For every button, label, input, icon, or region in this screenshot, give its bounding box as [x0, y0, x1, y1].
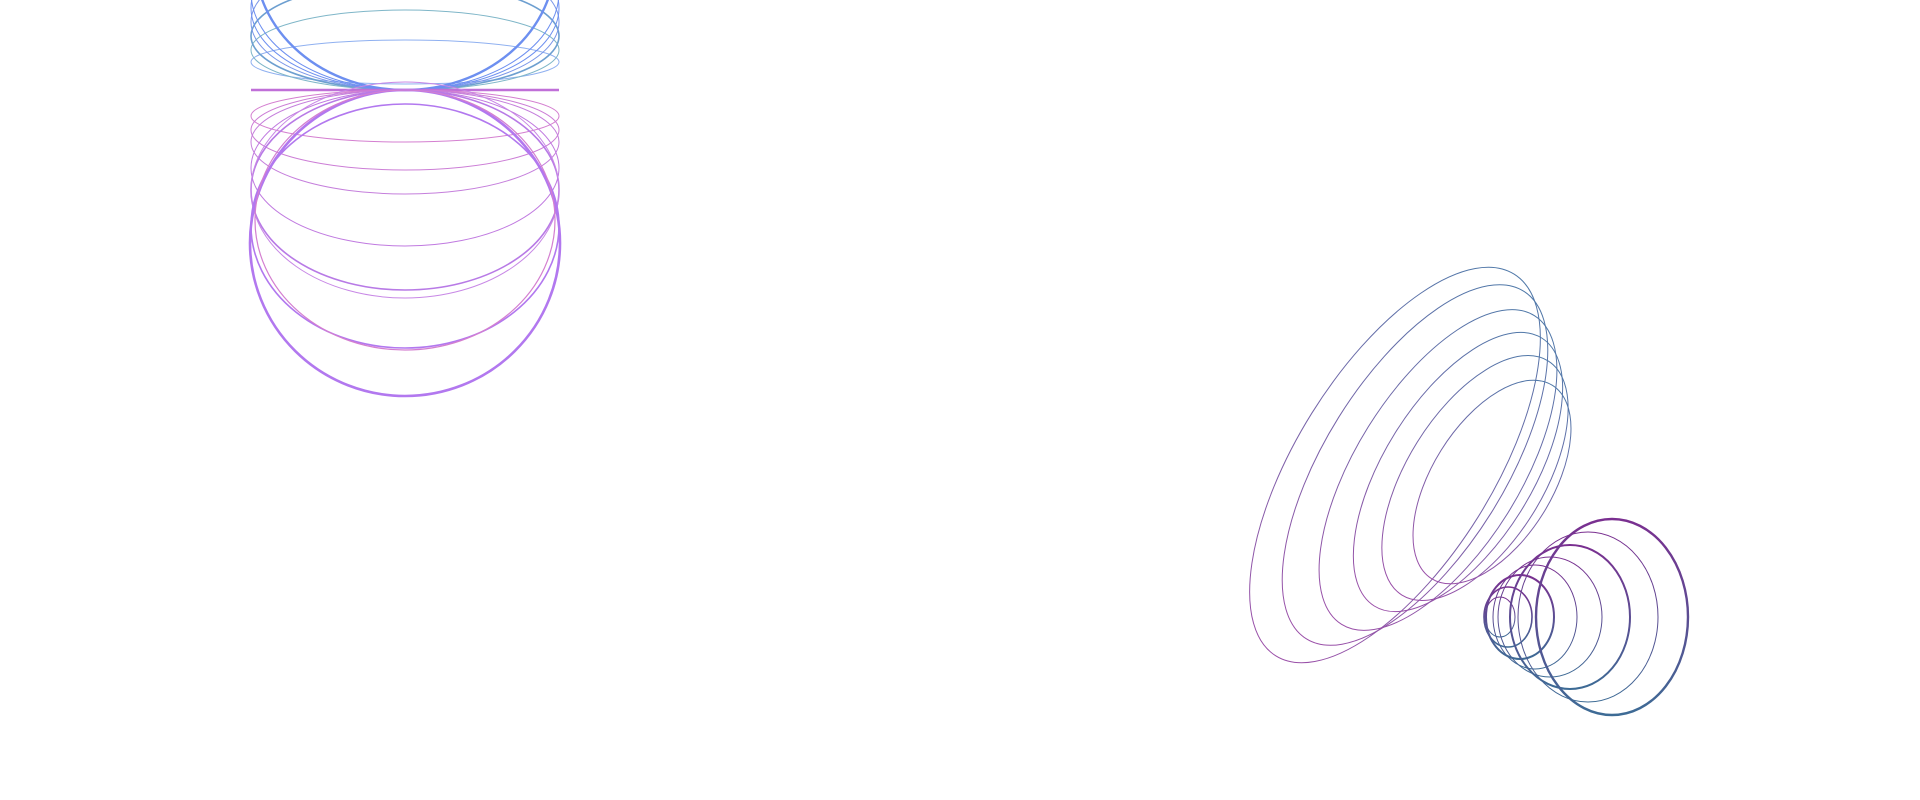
left-bottom-ring	[254, 89, 556, 351]
left-top-ring	[250, 0, 560, 91]
right-small-ring	[1517, 531, 1659, 703]
right-small-ring	[1497, 556, 1603, 678]
right-small-ring	[1483, 586, 1533, 648]
left-ring-cluster	[248, 0, 562, 398]
right-small-ring	[1509, 544, 1631, 690]
right-small-ring-cluster	[1483, 517, 1690, 717]
right-large-ring	[1318, 309, 1558, 631]
left-top-rings	[250, 0, 560, 92]
left-bottom-ring	[250, 89, 560, 291]
left-top-ring	[250, 39, 560, 85]
left-bottom-ring	[250, 103, 560, 349]
right-large-ring	[1352, 331, 1564, 613]
left-bottom-rings	[248, 81, 562, 398]
right-small-ring	[1485, 574, 1555, 660]
right-large-ring	[1249, 266, 1541, 664]
right-large-ring-cluster	[1249, 266, 1572, 664]
right-small-ring	[1534, 517, 1690, 717]
left-top-ring	[261, 0, 549, 92]
right-large-ring	[1281, 284, 1549, 646]
left-top-ring	[250, 0, 560, 91]
right-large-ring	[1381, 355, 1569, 601]
left-top-ring	[250, 0, 560, 91]
right-small-ring	[1492, 564, 1578, 670]
left-bottom-ring	[250, 81, 560, 299]
left-top-ring	[251, 0, 559, 91]
right-large-ring	[1412, 379, 1572, 585]
